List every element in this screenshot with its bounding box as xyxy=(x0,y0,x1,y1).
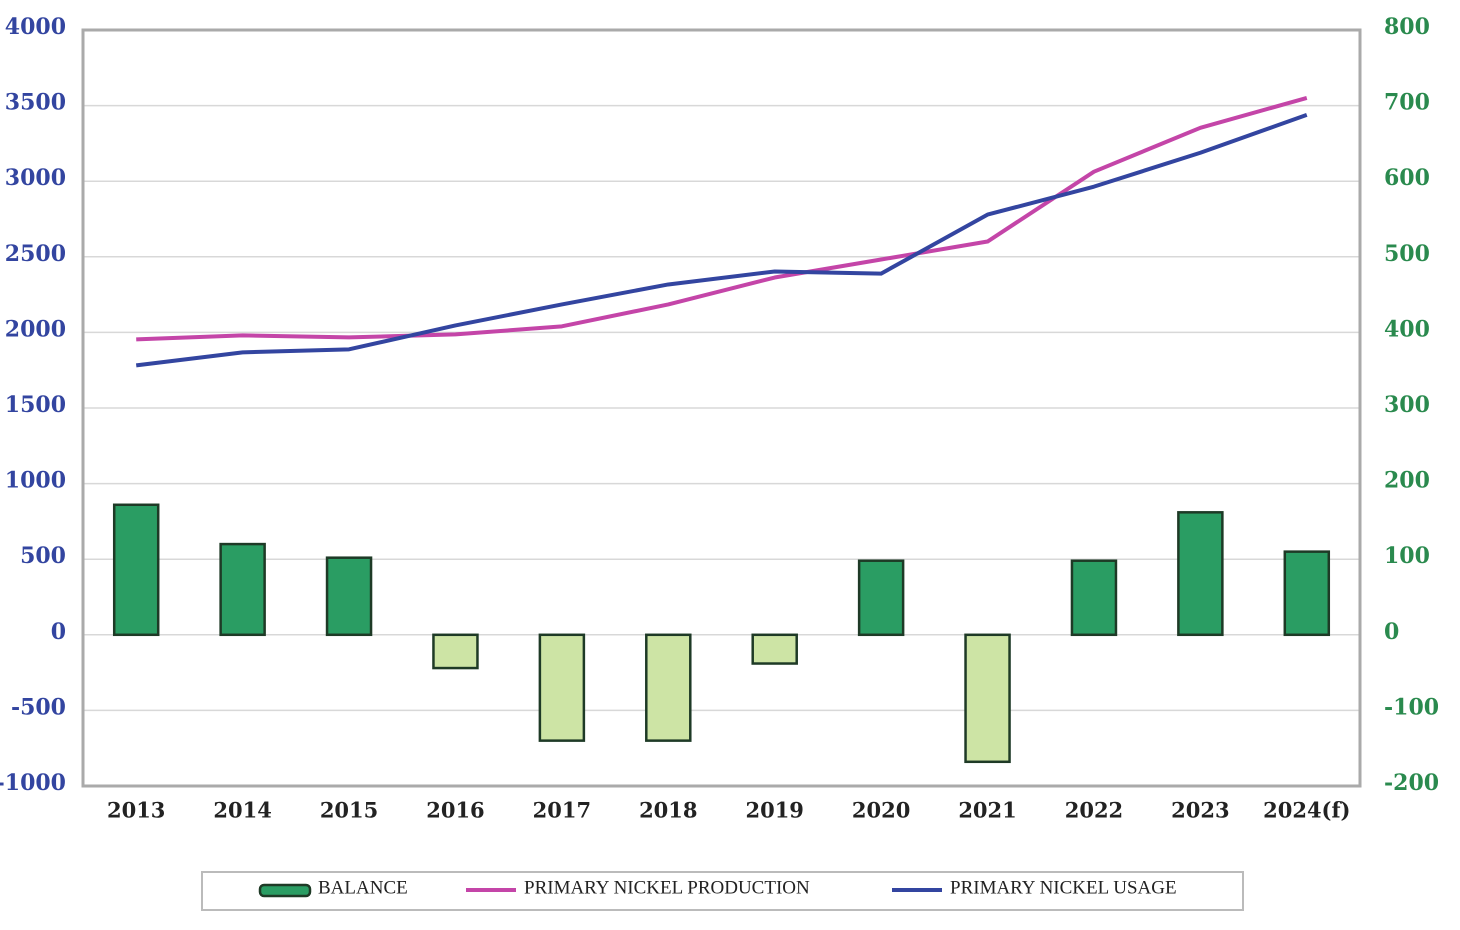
y-tick-label: 2500 xyxy=(5,241,66,267)
bar xyxy=(432,633,479,670)
line-series xyxy=(136,95,1308,342)
y-tick-label: 500 xyxy=(20,543,66,569)
y-tick-label: -1000 xyxy=(0,770,66,796)
x-tick-label: 2015 xyxy=(320,798,378,823)
legend-swatch xyxy=(258,883,312,898)
bar xyxy=(325,556,373,637)
y-tick-label: 3500 xyxy=(5,90,66,116)
line-series xyxy=(135,112,1308,368)
bar xyxy=(1177,511,1224,637)
y-tick-label: -500 xyxy=(11,694,66,720)
y2-tick-label: 700 xyxy=(1384,90,1430,116)
y2-tick-label: 600 xyxy=(1384,165,1430,191)
bar xyxy=(751,633,798,665)
legend-label: BALANCE xyxy=(318,877,408,898)
y-tick-label: 4000 xyxy=(5,14,66,40)
y2-tick-label: 0 xyxy=(1384,619,1399,645)
plot-border xyxy=(81,28,1362,788)
bar xyxy=(219,542,266,637)
y2-tick-label: 800 xyxy=(1384,14,1430,40)
y2-tick-label: 500 xyxy=(1384,241,1430,267)
bar xyxy=(1283,550,1331,637)
x-tick-label: 2014 xyxy=(213,798,271,823)
y-tick-label: 1500 xyxy=(5,392,66,418)
bar xyxy=(112,503,160,637)
bar xyxy=(857,559,905,637)
x-tick-label: 2020 xyxy=(852,798,910,823)
x-tick-label: 2023 xyxy=(1171,798,1229,823)
x-tick-label: 2018 xyxy=(639,798,697,823)
x-tick-label: 2024(f) xyxy=(1263,798,1350,823)
y2-tick-label: 200 xyxy=(1384,468,1430,494)
y2-tick-label: 100 xyxy=(1384,543,1430,569)
x-tick-label: 2017 xyxy=(533,798,591,823)
y-tick-label: 1000 xyxy=(5,468,66,494)
x-tick-label: 2019 xyxy=(745,798,803,823)
bar xyxy=(1070,559,1118,637)
y2-tick-label: -100 xyxy=(1384,694,1439,720)
x-tick-label: 2021 xyxy=(958,798,1016,823)
y2-tick-label: 400 xyxy=(1384,316,1430,342)
y2-tick-label: -200 xyxy=(1384,770,1439,796)
bar xyxy=(538,633,586,742)
legend-label: PRIMARY NICKEL PRODUCTION xyxy=(524,877,810,898)
y-tick-label: 2000 xyxy=(5,316,66,342)
y2-tick-label: 300 xyxy=(1384,392,1430,418)
bar xyxy=(645,633,692,742)
legend-box xyxy=(201,871,1244,911)
x-tick-label: 2013 xyxy=(107,798,165,823)
bar xyxy=(964,633,1011,764)
y-tick-label: 0 xyxy=(51,619,66,645)
x-tick-label: 2022 xyxy=(1065,798,1123,823)
y-tick-label: 3000 xyxy=(5,165,66,191)
x-tick-label: 2016 xyxy=(426,798,484,823)
legend-label: PRIMARY NICKEL USAGE xyxy=(950,877,1177,898)
